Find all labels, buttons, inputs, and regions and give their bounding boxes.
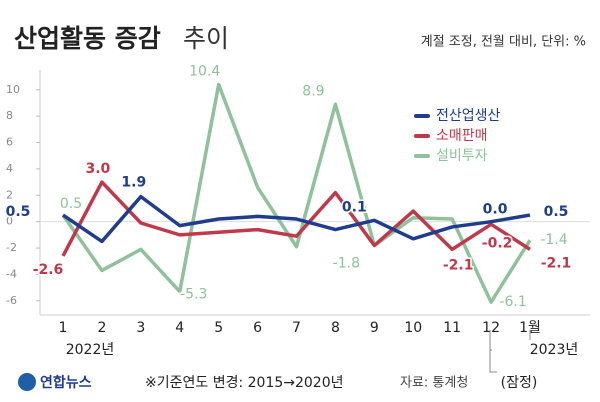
value-label: -2.1 [443,257,474,273]
x-tick-label: 7 [292,320,301,336]
y-tick-label: 0 [6,215,13,228]
x-tick-label: 3 [136,320,145,336]
value-label: 10.4 [189,64,220,80]
y-tick-label: 2 [6,188,13,201]
y-tick-label: 4 [6,162,13,175]
source: 자료: 통계청 [400,376,468,391]
x-tick-label: 10 [404,320,422,336]
value-label: -5.3 [180,287,207,303]
x-tick-label: 12 [482,320,500,336]
year-label: 2022년 [66,342,115,358]
value-label: -0.2 [482,235,513,251]
value-label: 0.1 [342,199,367,215]
legend-box [410,102,560,170]
value-label: 0.0 [483,202,508,218]
x-tick-label: 2 [97,320,106,336]
bracket [489,350,497,373]
logo: 연합뉴스 [40,374,92,391]
value-label: -2.1 [541,255,572,271]
x-tick-label: 4 [175,320,184,336]
y-tick-label: 6 [6,136,13,149]
y-tick-label: -4 [6,267,17,280]
value-label: -1.4 [540,232,567,248]
x-tick-label: 9 [370,320,379,336]
provisional-note: (잠정) [501,375,538,391]
y-tick-label: -2 [6,241,17,254]
value-label: 3.0 [86,161,111,177]
value-label: -2.6 [33,262,64,278]
legend-label: 전산업생산 [436,108,501,124]
y-tick-label: -6 [6,294,17,307]
value-label: 0.5 [6,204,31,220]
value-label: -6.1 [499,294,526,310]
value-label: 1.9 [121,175,146,191]
x-tick-label: 11 [443,320,461,336]
logo-icon [18,373,36,391]
series-line [61,180,531,257]
legend-label: 설비투자 [436,148,488,164]
chart-subtitle: 계절 조정, 전월 대비, 단위: % [421,35,586,50]
series-line [62,194,531,244]
chart-title-light: 추이 [183,24,229,53]
x-tick-label: 5 [214,320,223,336]
year-label: 2023년 [530,342,579,358]
series-line [61,82,532,304]
value-label: 0.5 [60,196,82,212]
footnote: ※기준연도 변경: 2015→2020년 [145,375,344,391]
x-tick-label: 8 [331,320,340,336]
legend-label: 소매판매 [436,128,488,144]
x-tick-label: 1월 [519,320,541,336]
x-tick-label: 1 [59,320,68,336]
chart-title: 산업활동 증감 [14,24,161,53]
x-tick-label: 6 [253,320,262,336]
y-tick-label: 8 [6,109,13,122]
value-label: -1.8 [333,255,360,271]
y-tick-label: 10 [6,83,20,96]
value-label: 8.9 [302,83,324,99]
value-label: 0.5 [544,204,569,220]
